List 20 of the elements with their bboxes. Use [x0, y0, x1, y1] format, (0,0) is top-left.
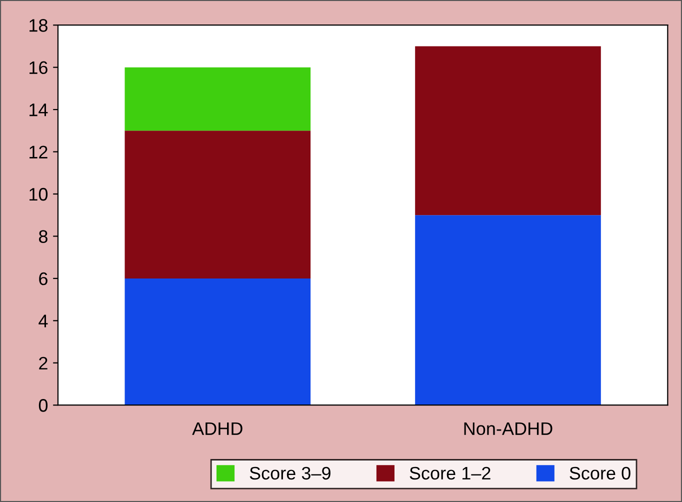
- x-tick-label: ADHD: [192, 422, 242, 435]
- bar: [124, 130, 311, 278]
- y-tick-label: 14: [30, 104, 48, 116]
- y-tick-label: 12: [30, 146, 48, 158]
- y-tick-label: 8: [38, 230, 48, 243]
- bar: [415, 46, 601, 216]
- y-tick-label: 16: [30, 61, 48, 74]
- y-tick-label: 18: [30, 19, 48, 32]
- legend-label: Score 0: [570, 466, 630, 480]
- bar: [415, 215, 601, 406]
- x-tick-label: Non-ADHD: [464, 422, 552, 436]
- y-tick-label: 4: [38, 314, 48, 328]
- y-tick-label: 6: [39, 272, 48, 286]
- y-tick-label: 2: [39, 356, 48, 370]
- legend-label: Score 3–9: [250, 466, 330, 480]
- y-tick-label: 10: [30, 188, 48, 201]
- bar: [124, 67, 311, 131]
- legend-label: Score 1–2: [410, 466, 490, 480]
- bar: [124, 278, 311, 406]
- y-tick-label: 0: [38, 399, 48, 412]
